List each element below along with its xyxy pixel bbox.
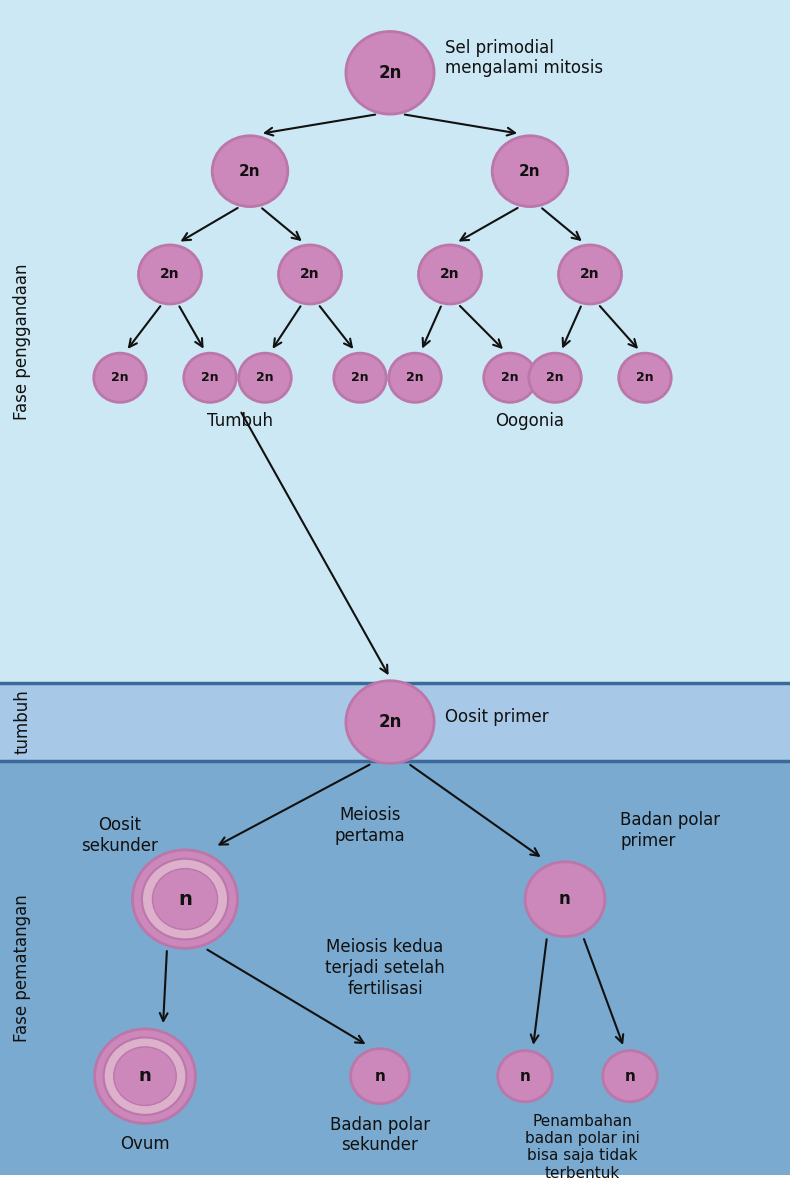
Text: 2n: 2n <box>239 164 261 179</box>
Text: n: n <box>520 1069 530 1084</box>
Text: 2n: 2n <box>378 713 401 731</box>
Ellipse shape <box>559 245 622 304</box>
Ellipse shape <box>239 353 292 402</box>
Text: Fase penggandaan: Fase penggandaan <box>13 263 31 419</box>
Text: 2n: 2n <box>160 267 180 282</box>
Text: Oogonia: Oogonia <box>495 412 565 430</box>
Text: Tumbuh: Tumbuh <box>207 412 273 430</box>
Text: 2n: 2n <box>501 371 519 384</box>
Ellipse shape <box>138 245 201 304</box>
Text: 2n: 2n <box>111 371 129 384</box>
Ellipse shape <box>142 858 228 940</box>
Text: 2n: 2n <box>406 371 423 384</box>
Ellipse shape <box>279 245 341 304</box>
Text: 2n: 2n <box>300 267 320 282</box>
Text: 2n: 2n <box>519 164 541 179</box>
Text: 2n: 2n <box>546 371 564 384</box>
Text: Sel primodial
mengalami mitosis: Sel primodial mengalami mitosis <box>445 38 603 78</box>
Ellipse shape <box>389 353 442 402</box>
Ellipse shape <box>619 353 672 402</box>
Text: Oosit primer: Oosit primer <box>445 708 548 726</box>
Ellipse shape <box>492 136 568 207</box>
Ellipse shape <box>94 353 146 402</box>
Ellipse shape <box>114 1047 176 1106</box>
Ellipse shape <box>603 1051 657 1102</box>
Text: n: n <box>374 1069 386 1084</box>
Text: Meiosis
pertama: Meiosis pertama <box>335 806 405 844</box>
Bar <box>0 762 790 1175</box>
Ellipse shape <box>483 353 536 402</box>
Ellipse shape <box>529 353 581 402</box>
Text: 2n: 2n <box>440 267 460 282</box>
Text: Badan polar
sekunder: Badan polar sekunder <box>330 1115 430 1155</box>
Text: 2n: 2n <box>256 371 274 384</box>
Ellipse shape <box>498 1051 552 1102</box>
Text: n: n <box>178 890 192 909</box>
Text: 2n: 2n <box>580 267 600 282</box>
Ellipse shape <box>103 1038 186 1115</box>
Ellipse shape <box>133 850 238 948</box>
Bar <box>0 683 790 762</box>
Text: Meiosis kedua
terjadi setelah
fertilisasi: Meiosis kedua terjadi setelah fertilisas… <box>325 938 445 998</box>
Text: tumbuh: tumbuh <box>13 690 31 755</box>
Ellipse shape <box>333 353 386 402</box>
Ellipse shape <box>184 353 236 402</box>
Text: Oosit
sekunder: Oosit sekunder <box>81 816 159 855</box>
Ellipse shape <box>95 1029 195 1124</box>
Text: 2n: 2n <box>636 371 654 384</box>
Text: n: n <box>138 1067 152 1085</box>
Text: n: n <box>559 890 571 909</box>
Ellipse shape <box>346 681 434 763</box>
Text: Penambahan
badan polar ini
bisa saja tidak
terbentuk: Penambahan badan polar ini bisa saja tid… <box>525 1114 640 1181</box>
Bar <box>0 0 790 683</box>
Ellipse shape <box>525 862 605 936</box>
Text: Fase pematangan: Fase pematangan <box>13 894 31 1042</box>
Text: 2n: 2n <box>352 371 369 384</box>
Text: n: n <box>625 1069 635 1084</box>
Text: Badan polar
primer: Badan polar primer <box>620 811 720 850</box>
Text: Ovum: Ovum <box>120 1135 170 1153</box>
Ellipse shape <box>346 31 434 115</box>
Text: 2n: 2n <box>378 63 401 82</box>
Ellipse shape <box>152 868 217 930</box>
Ellipse shape <box>419 245 481 304</box>
Text: 2n: 2n <box>201 371 219 384</box>
Ellipse shape <box>213 136 288 207</box>
Ellipse shape <box>351 1048 409 1103</box>
